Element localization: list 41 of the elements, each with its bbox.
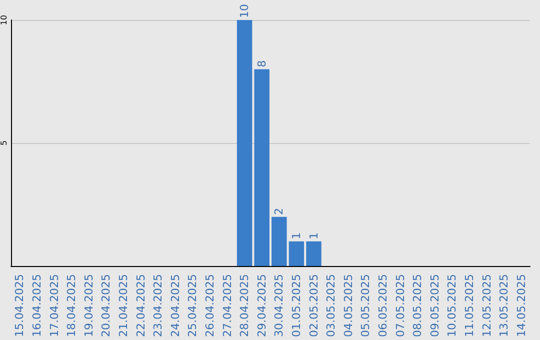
x-tick-label: 06.05.2025: [376, 274, 390, 338]
x-tick-label: 17.04.2025: [48, 274, 61, 338]
data-label: 1: [307, 232, 320, 240]
x-tick-label: 28.04.2025: [238, 274, 252, 338]
x-tick-label: 16.04.2025: [30, 274, 44, 338]
bar: [306, 241, 322, 266]
x-tick-label: 29.04.2025: [255, 274, 268, 338]
x-tick-label: 08.05.2025: [411, 274, 424, 338]
x-tick-label: 13.05.2025: [498, 274, 511, 338]
x-tick-label: 05.05.2025: [359, 274, 372, 338]
bar: [272, 216, 287, 266]
x-tick-label: 07.05.2025: [394, 274, 407, 338]
x-tick-label: 26.04.2025: [203, 274, 216, 338]
x-tick-label: 23.04.2025: [152, 274, 165, 338]
x-tick-label: 22.04.2025: [134, 274, 148, 338]
x-tick-label: 01.05.2025: [290, 274, 303, 338]
x-tick-label: 18.04.2025: [65, 274, 78, 338]
data-label: 10: [238, 4, 252, 18]
x-tick-label: 30.04.2025: [272, 274, 286, 338]
y-tick-label: 5: [0, 140, 8, 146]
x-tick-label: 12.05.2025: [480, 274, 494, 338]
bar: [288, 241, 304, 266]
x-tick-label: 20.04.2025: [100, 274, 113, 338]
x-tick-label: 14.05.2025: [514, 274, 528, 338]
data-label: 2: [272, 208, 286, 215]
bar: [236, 20, 252, 266]
bar: [254, 69, 270, 266]
x-tick-label: 11.05.2025: [462, 274, 476, 338]
x-tick-label: 15.04.2025: [13, 274, 26, 338]
x-tick-label: 03.05.2025: [324, 274, 338, 338]
x-tick-label: 19.04.2025: [82, 274, 96, 338]
x-tick-label: 10.05.2025: [446, 274, 459, 338]
data-label: 1: [290, 232, 303, 240]
x-tick-label: 25.04.2025: [186, 274, 200, 338]
x-tick-label: 04.05.2025: [342, 274, 355, 338]
x-tick-label: 24.04.2025: [168, 274, 182, 338]
x-tick-label: 02.05.2025: [307, 274, 320, 338]
x-tick-label: 09.05.2025: [428, 274, 442, 338]
x-tick-label: 27.04.2025: [220, 274, 234, 338]
data-label: 8: [255, 60, 268, 68]
x-tick-label: 21.04.2025: [116, 274, 130, 338]
